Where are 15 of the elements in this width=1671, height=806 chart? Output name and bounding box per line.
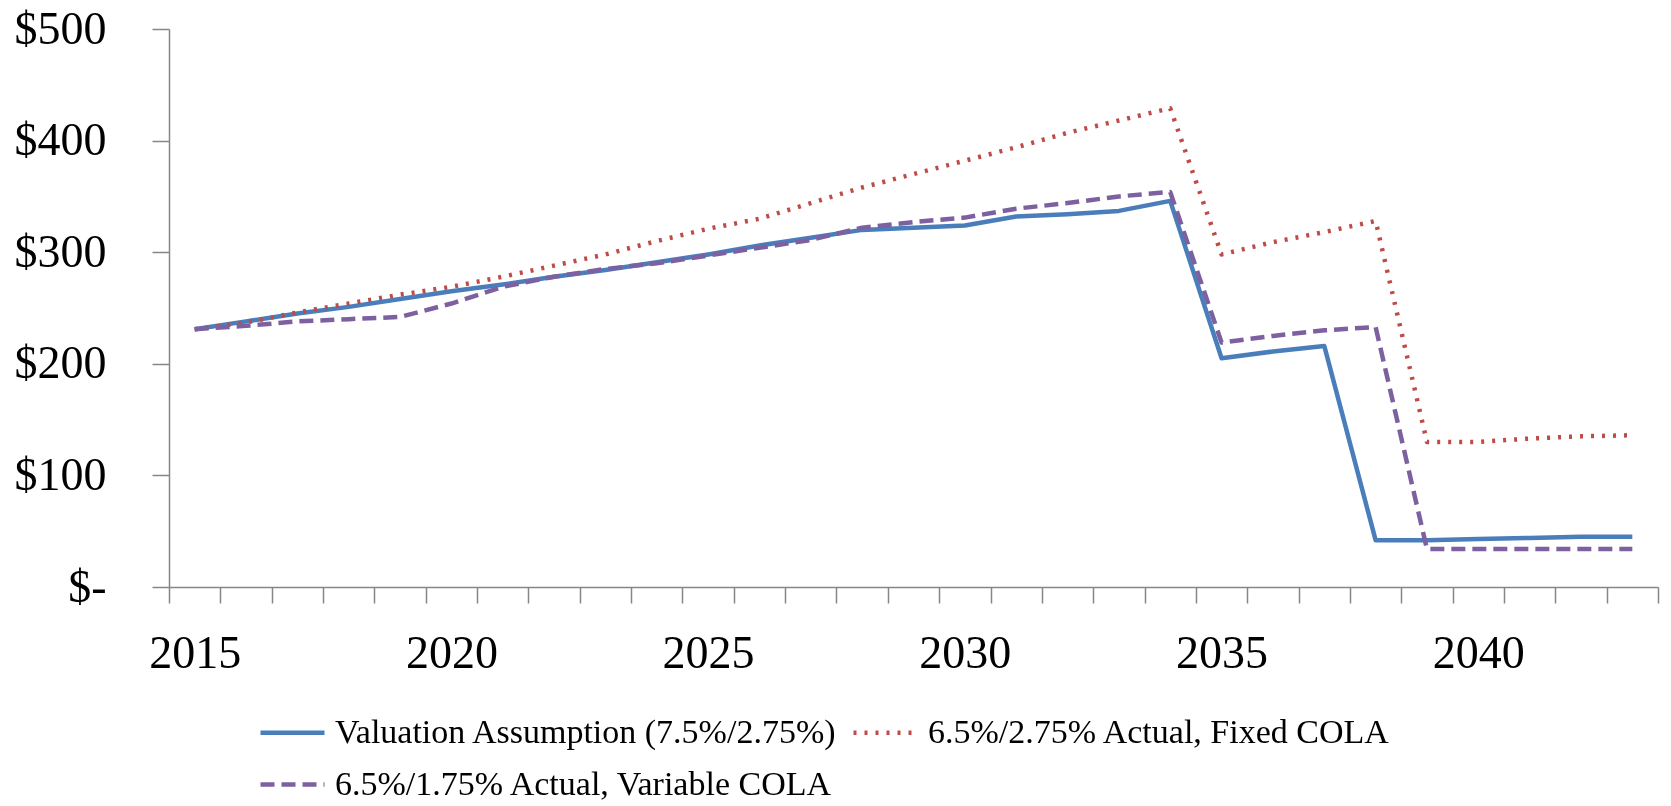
x-tick-label: 2030 (919, 626, 1012, 678)
legend-label: Valuation Assumption (7.5%/2.75%) (335, 712, 836, 751)
y-tick-label: $100 (14, 448, 107, 500)
legend-label: 6.5%/2.75% Actual, Fixed COLA (928, 712, 1390, 750)
y-tick-label: $400 (14, 114, 107, 166)
y-tick-label: $200 (14, 337, 107, 389)
legend-label: 6.5%/1.75% Actual, Variable COLA (335, 764, 832, 802)
x-tick-label: 2025 (662, 626, 755, 678)
y-tick-label: $- (68, 560, 107, 612)
x-tick-label: 2020 (405, 626, 498, 678)
y-tick-label: $300 (14, 225, 107, 277)
x-tick-label: 2040 (1432, 626, 1525, 678)
x-tick-label: 2015 (149, 626, 242, 678)
x-tick-label: 2035 (1176, 626, 1269, 678)
y-tick-label: $500 (14, 2, 107, 54)
